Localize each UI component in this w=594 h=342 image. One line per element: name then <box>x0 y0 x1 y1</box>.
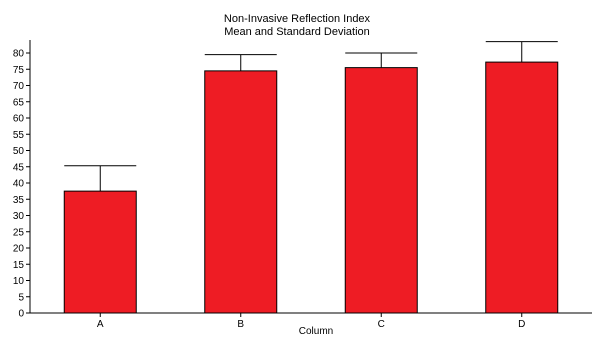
chart-subtitle: Mean and Standard Deviation <box>224 26 370 38</box>
bar-C <box>344 67 418 314</box>
y-tick-label: 10 <box>13 276 25 287</box>
y-tick-label: 15 <box>13 260 25 271</box>
y-tick-label: 65 <box>13 97 25 108</box>
y-tick-label: 20 <box>13 244 25 255</box>
x-axis-title: Column <box>299 326 333 337</box>
x-tick-label: D <box>518 319 525 330</box>
bar-D <box>485 61 559 314</box>
y-tick-label: 55 <box>13 130 25 141</box>
y-tick-label: 30 <box>13 211 25 222</box>
error-bars <box>64 41 558 192</box>
y-tick-label: 40 <box>13 179 25 190</box>
y-axis: 0 5 10 15 20 25 30 35 40 45 50 55 60 65 70 75 80 <box>13 40 31 320</box>
y-tick-label: 75 <box>13 65 25 76</box>
chart-title: Non-Invasive Reflection Index <box>224 13 371 25</box>
y-tick-label: 70 <box>13 81 25 92</box>
bar-series <box>63 61 559 314</box>
y-tick-label: 5 <box>18 292 24 303</box>
y-tick-label: 45 <box>13 162 25 173</box>
y-tick-label: 80 <box>13 49 25 60</box>
y-tick-label: 0 <box>18 309 24 320</box>
bar-B <box>204 70 278 314</box>
x-tick-label: B <box>237 319 244 330</box>
y-tick-label: 60 <box>13 114 25 125</box>
y-tick-label: 25 <box>13 227 25 238</box>
bar-A <box>63 190 137 314</box>
y-tick-label: 50 <box>13 146 25 157</box>
y-tick-label: 35 <box>13 195 25 206</box>
x-tick-label: A <box>97 319 104 330</box>
x-tick-label: C <box>378 319 385 330</box>
